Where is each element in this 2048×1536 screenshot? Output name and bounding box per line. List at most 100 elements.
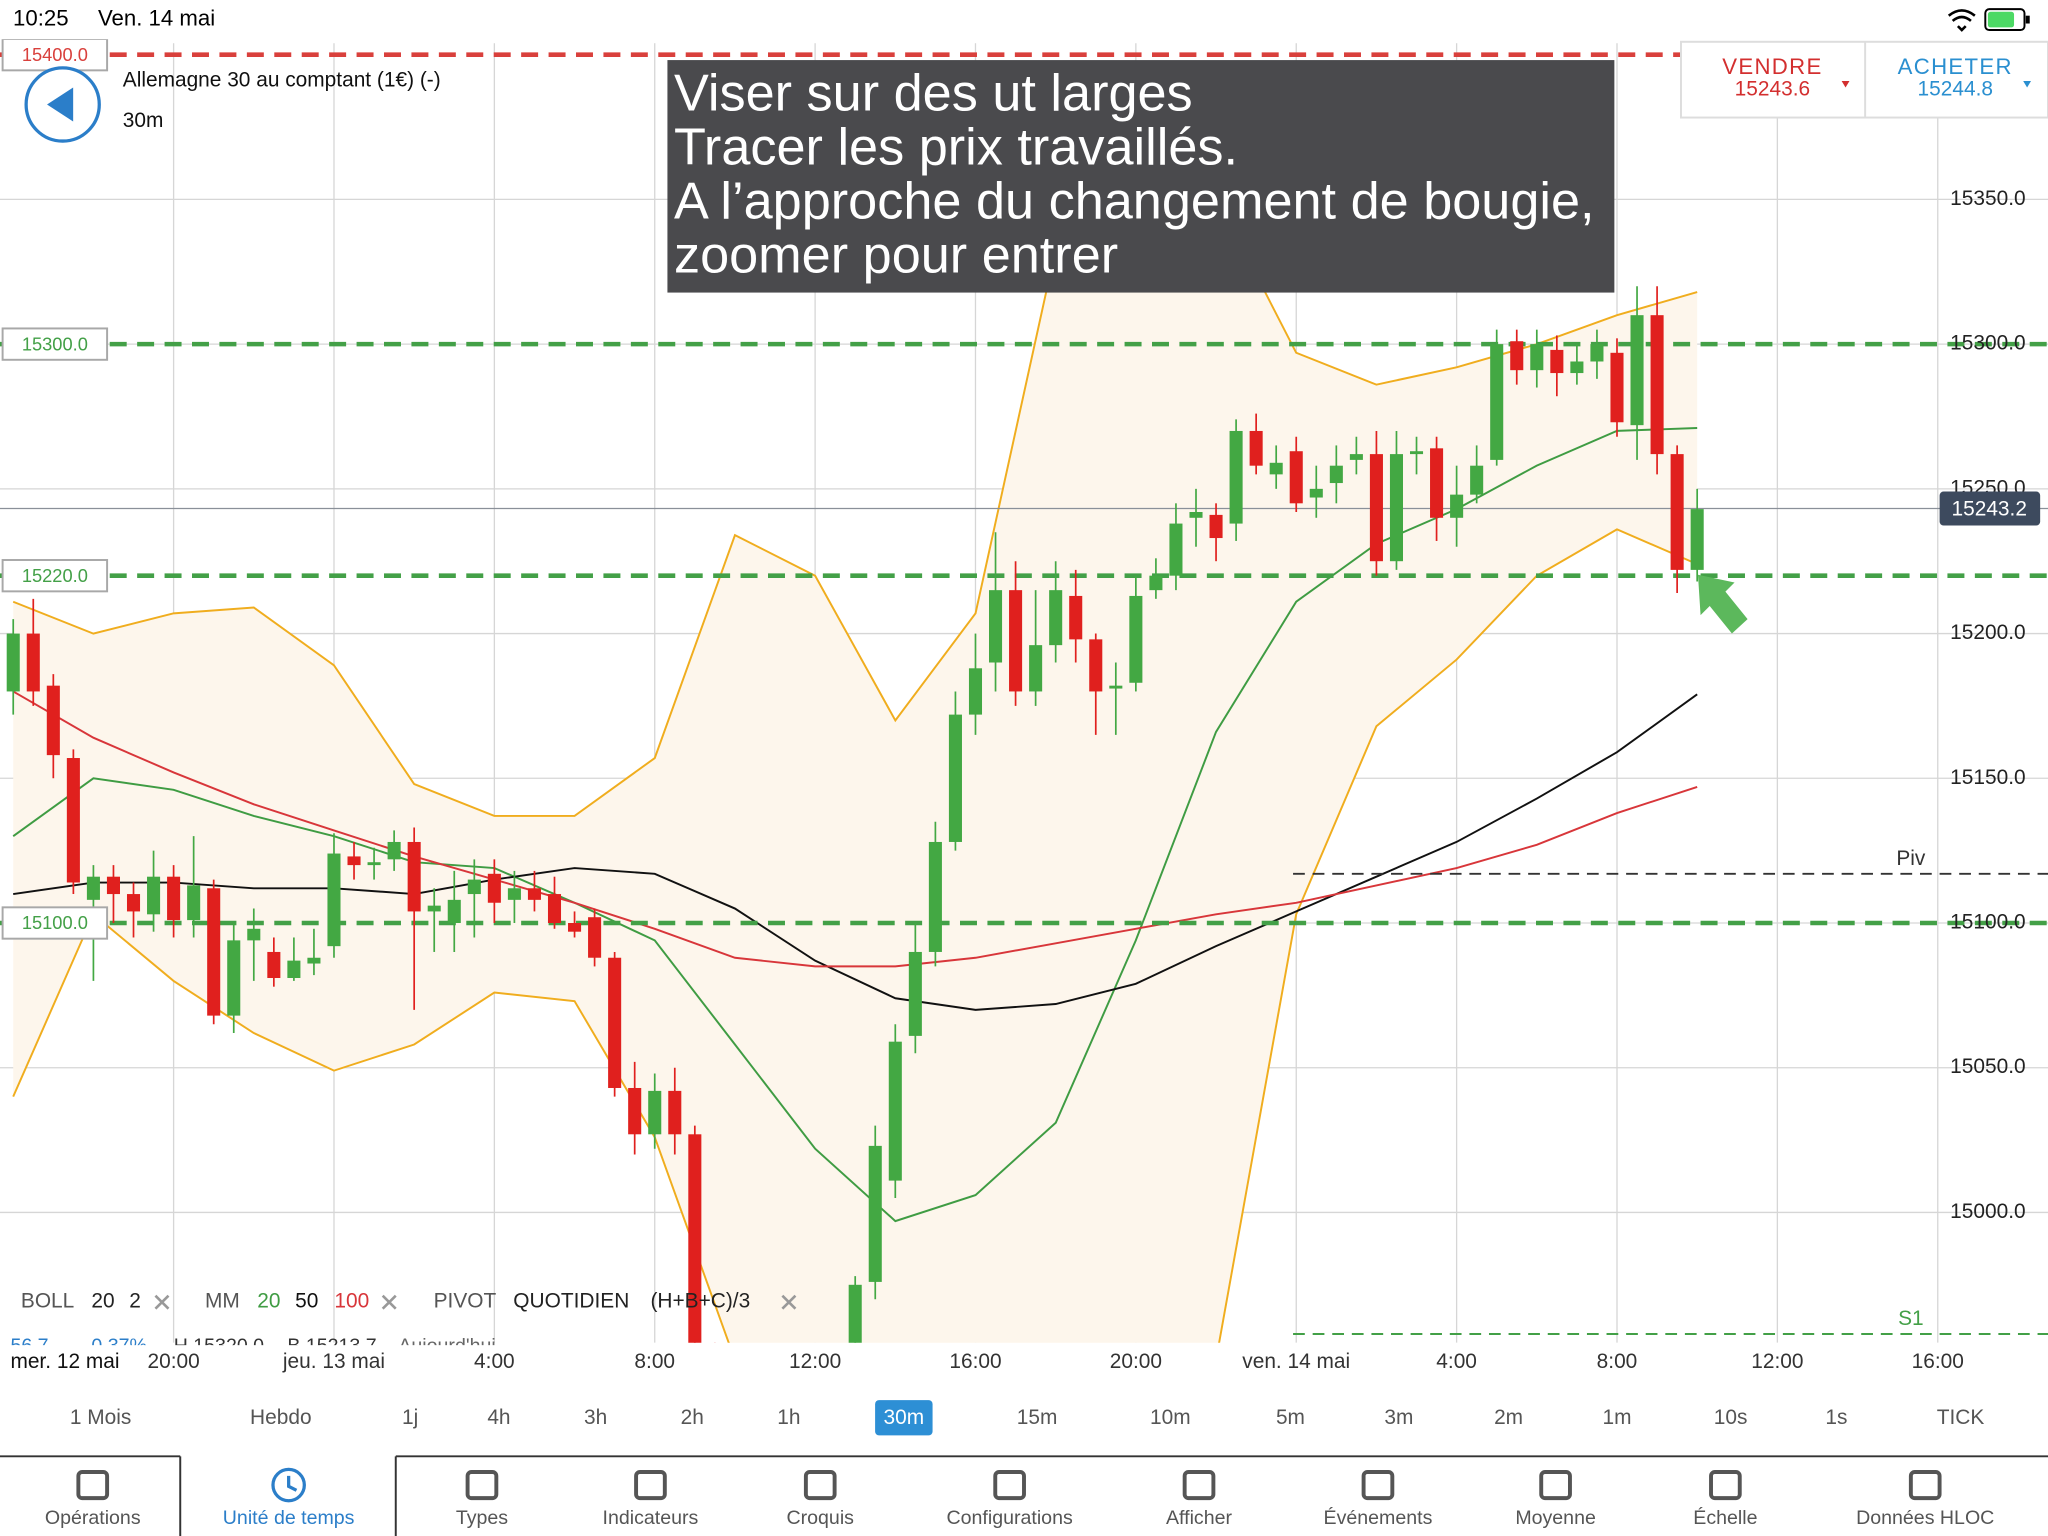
legend-name: MM bbox=[205, 1290, 240, 1313]
moving-average bbox=[12, 427, 1698, 1223]
timeframe-option[interactable]: 5m bbox=[1276, 1406, 1305, 1429]
timeframe-option[interactable]: 1j bbox=[402, 1406, 418, 1429]
y-tick-label: 15150.0 bbox=[1950, 766, 2025, 789]
candle-body bbox=[1510, 341, 1524, 371]
timeframe-option[interactable]: 1 Mois bbox=[70, 1406, 131, 1429]
level-label: 15220.0 bbox=[22, 565, 88, 586]
trade-sell-label[interactable]: VENDRE bbox=[1722, 54, 1822, 79]
timeframe-option[interactable]: 15m bbox=[1017, 1406, 1058, 1429]
toolbar-button[interactable]: Types bbox=[456, 1507, 508, 1529]
timeframe-option[interactable]: 10m bbox=[1150, 1406, 1191, 1429]
timeframe-option[interactable]: 2h bbox=[681, 1406, 704, 1429]
toolbar-icon bbox=[465, 1470, 499, 1501]
timeframe-label: 30m bbox=[123, 109, 164, 132]
instrument-name: Allemagne 30 au comptant (1€) (-) bbox=[123, 68, 441, 91]
candle-body bbox=[968, 668, 983, 715]
candle-body bbox=[6, 633, 20, 692]
legend-param: QUOTIDIEN bbox=[513, 1290, 629, 1313]
toolbar-button[interactable]: Échelle bbox=[1693, 1506, 1757, 1529]
timeframe-option[interactable]: TICK bbox=[1937, 1406, 1985, 1429]
trade-buy-label[interactable]: ACHETER bbox=[1898, 54, 2013, 79]
candle-body bbox=[1029, 645, 1043, 692]
timeframe-option[interactable]: 4h bbox=[487, 1406, 510, 1429]
info-value: Aujourd'hui bbox=[398, 1335, 495, 1357]
candle-body bbox=[427, 905, 441, 912]
candle-body bbox=[928, 841, 942, 952]
candle-body bbox=[247, 928, 261, 941]
remove-indicator[interactable] bbox=[381, 1294, 397, 1310]
bollinger-upper bbox=[12, 183, 1698, 817]
candle-body bbox=[1329, 465, 1343, 484]
toolbar-button[interactable]: Opérations bbox=[45, 1507, 141, 1529]
remove-indicator[interactable] bbox=[154, 1294, 170, 1310]
x-tick-label: ven. 14 mai bbox=[1242, 1350, 1350, 1373]
legend-param: 50 bbox=[295, 1290, 318, 1313]
candle-body bbox=[1009, 590, 1023, 692]
toolbar-button[interactable]: Moyenne bbox=[1515, 1507, 1596, 1529]
status-time: 10:25 bbox=[13, 5, 69, 30]
candle-body bbox=[1209, 514, 1223, 539]
toolbar-icon bbox=[271, 1467, 306, 1503]
legend-param: 100 bbox=[334, 1290, 369, 1313]
candle-body bbox=[628, 1087, 642, 1135]
trade-sell-caret bbox=[1841, 80, 1850, 88]
toolbar-button[interactable]: Unité de temps bbox=[223, 1507, 355, 1529]
info-value: 56.7 bbox=[10, 1335, 48, 1357]
timeframe-option[interactable]: 1s bbox=[1825, 1406, 1847, 1429]
timeframe-option[interactable]: Hebdo bbox=[250, 1406, 312, 1429]
battery-icon bbox=[1984, 8, 2026, 32]
candle-body bbox=[948, 714, 962, 842]
toolbar-icon bbox=[1182, 1470, 1216, 1501]
toolbar-button[interactable]: Croquis bbox=[787, 1507, 855, 1529]
candle-body bbox=[1430, 448, 1444, 518]
candle-body bbox=[227, 940, 241, 1016]
timeframe-option[interactable]: 3m bbox=[1384, 1406, 1413, 1429]
remove-indicator[interactable] bbox=[781, 1294, 797, 1310]
toolbar-button[interactable]: Afficher bbox=[1166, 1507, 1232, 1529]
info-value: B 15213.7 bbox=[287, 1335, 376, 1357]
toolbar-button[interactable]: Événements bbox=[1324, 1506, 1433, 1529]
timeframe-option[interactable]: 1h bbox=[777, 1406, 800, 1429]
x-start-bg bbox=[2, 1346, 131, 1377]
timeframe-option[interactable]: 3h bbox=[584, 1406, 607, 1429]
candle-body bbox=[1389, 454, 1404, 562]
toolbar-button[interactable]: Configurations bbox=[947, 1507, 1073, 1529]
timeframe-option[interactable]: 1m bbox=[1602, 1406, 1631, 1429]
timeframe-option[interactable]: 30m bbox=[884, 1406, 925, 1429]
trade-buy-price[interactable]: 15244.8 bbox=[1918, 78, 1993, 101]
trade-sell-price[interactable]: 15243.6 bbox=[1735, 78, 1810, 101]
candle-body bbox=[688, 1134, 702, 1343]
back-arrow bbox=[47, 87, 74, 122]
timeframe-option[interactable]: 10s bbox=[1714, 1406, 1748, 1429]
candle-body bbox=[1650, 315, 1664, 455]
candle-body bbox=[187, 885, 201, 921]
toolbar-button[interactable]: Données HLOC bbox=[1856, 1507, 1994, 1529]
y-tick-label: 15100.0 bbox=[1950, 911, 2025, 934]
y-tick-label: 15000.0 bbox=[1950, 1200, 2025, 1223]
candle-body bbox=[126, 894, 141, 912]
x-start-label: mer. 12 mai bbox=[10, 1350, 119, 1373]
candle-body bbox=[1229, 430, 1243, 524]
candle-body bbox=[1630, 315, 1644, 426]
candle-body bbox=[1670, 454, 1684, 570]
candle-body bbox=[26, 633, 40, 692]
candle-body bbox=[287, 960, 301, 978]
timeframe-selected bbox=[875, 1400, 933, 1436]
candle-body bbox=[387, 841, 401, 860]
candle-body bbox=[1610, 352, 1624, 423]
x-tick-label: 16:00 bbox=[949, 1350, 1001, 1373]
moving-average bbox=[13, 693, 1698, 1011]
legend-param: 2 bbox=[129, 1290, 141, 1313]
toolbar-icon bbox=[1361, 1470, 1395, 1501]
toolbar-icon bbox=[287, 1475, 298, 1492]
level-label-box bbox=[1, 559, 109, 593]
candle-body bbox=[1189, 511, 1203, 518]
annotation-line: Tracer les prix travaillés. bbox=[674, 118, 1238, 176]
toolbar-button[interactable]: Indicateurs bbox=[603, 1507, 699, 1529]
toolbar-icon bbox=[76, 1470, 110, 1501]
timeframe-option[interactable]: 2m bbox=[1494, 1406, 1523, 1429]
last-price-label: 15243.2 bbox=[1951, 497, 2026, 520]
legend-name: PIVOT bbox=[434, 1290, 497, 1313]
info-row: 56.7 0.37% H 15320.0 B 15213.7 Aujourd'hui bbox=[10, 1335, 495, 1357]
